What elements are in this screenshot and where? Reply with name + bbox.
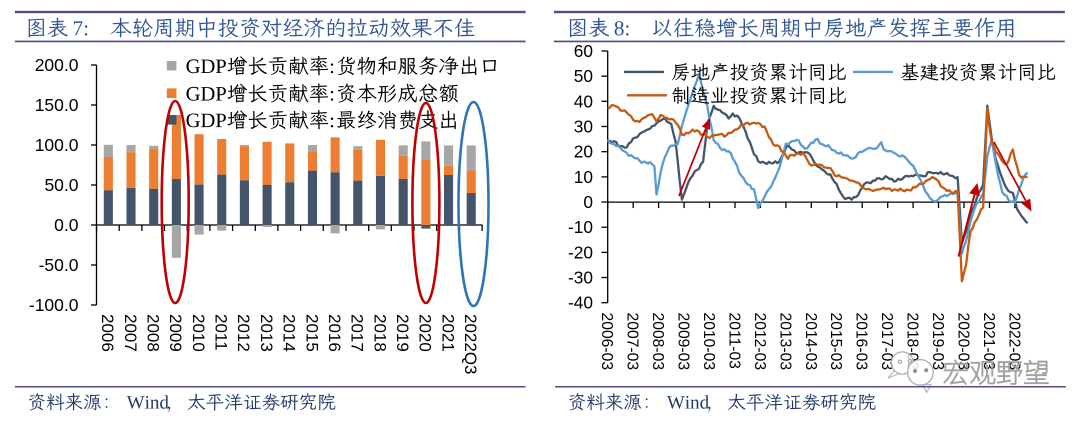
svg-text:2018: 2018 [370,314,389,352]
svg-text:40: 40 [574,91,593,111]
svg-text:2013: 2013 [257,314,276,352]
svg-text:2021: 2021 [438,314,457,352]
svg-text:2009-03: 2009-03 [675,313,692,371]
svg-text:2016-03: 2016-03 [853,313,870,371]
svg-text:2006: 2006 [98,314,117,352]
svg-text:2013-03: 2013-03 [776,313,793,371]
svg-text:10: 10 [574,167,593,187]
svg-text:2008-03: 2008-03 [649,313,666,371]
svg-text:30: 30 [574,117,593,137]
svg-text:-30: -30 [568,268,593,288]
svg-text:2020: 2020 [416,314,435,352]
svg-text:2017-03: 2017-03 [878,313,895,371]
svg-text:200.0: 200.0 [35,55,79,75]
svg-text:2019-03: 2019-03 [929,313,946,371]
svg-text:2008: 2008 [144,314,163,352]
svg-text:2011: 2011 [212,314,231,351]
svg-text:2010: 2010 [189,314,208,352]
svg-text:2017: 2017 [348,314,367,352]
svg-text:2019: 2019 [393,314,412,352]
svg-text:-20: -20 [568,242,593,262]
svg-text:20: 20 [574,142,593,162]
svg-text:0.0: 0.0 [54,215,79,235]
svg-text:50: 50 [574,66,593,86]
svg-text:2006-03: 2006-03 [598,313,615,371]
svg-text:2012: 2012 [234,314,253,352]
svg-text:60: 60 [574,41,593,61]
svg-text:2014: 2014 [280,314,299,352]
svg-text:2015-03: 2015-03 [827,313,844,371]
svg-text:-50.0: -50.0 [39,255,79,275]
svg-text:0: 0 [583,192,593,212]
svg-text:2010-03: 2010-03 [700,313,717,371]
svg-text:2015: 2015 [302,314,321,352]
svg-text:150.0: 150.0 [35,95,79,115]
svg-text:2022Q3: 2022Q3 [461,314,480,375]
svg-text:2022-03: 2022-03 [1005,313,1022,371]
svg-text:2011-03: 2011-03 [726,313,743,370]
svg-text:100.0: 100.0 [35,135,79,155]
svg-text:2021-03: 2021-03 [980,313,997,371]
svg-text:-10: -10 [568,217,593,237]
svg-text:2014-03: 2014-03 [802,313,819,371]
svg-text:2007-03: 2007-03 [624,313,641,371]
svg-text:-40: -40 [568,293,593,313]
svg-text:2012-03: 2012-03 [751,313,768,371]
svg-text:-100.0: -100.0 [29,295,79,315]
svg-text:2009: 2009 [166,314,185,352]
svg-text:50.0: 50.0 [44,175,78,195]
svg-text:2007: 2007 [121,314,140,352]
svg-text:2016: 2016 [325,314,344,352]
svg-text:2020-03: 2020-03 [955,313,972,371]
